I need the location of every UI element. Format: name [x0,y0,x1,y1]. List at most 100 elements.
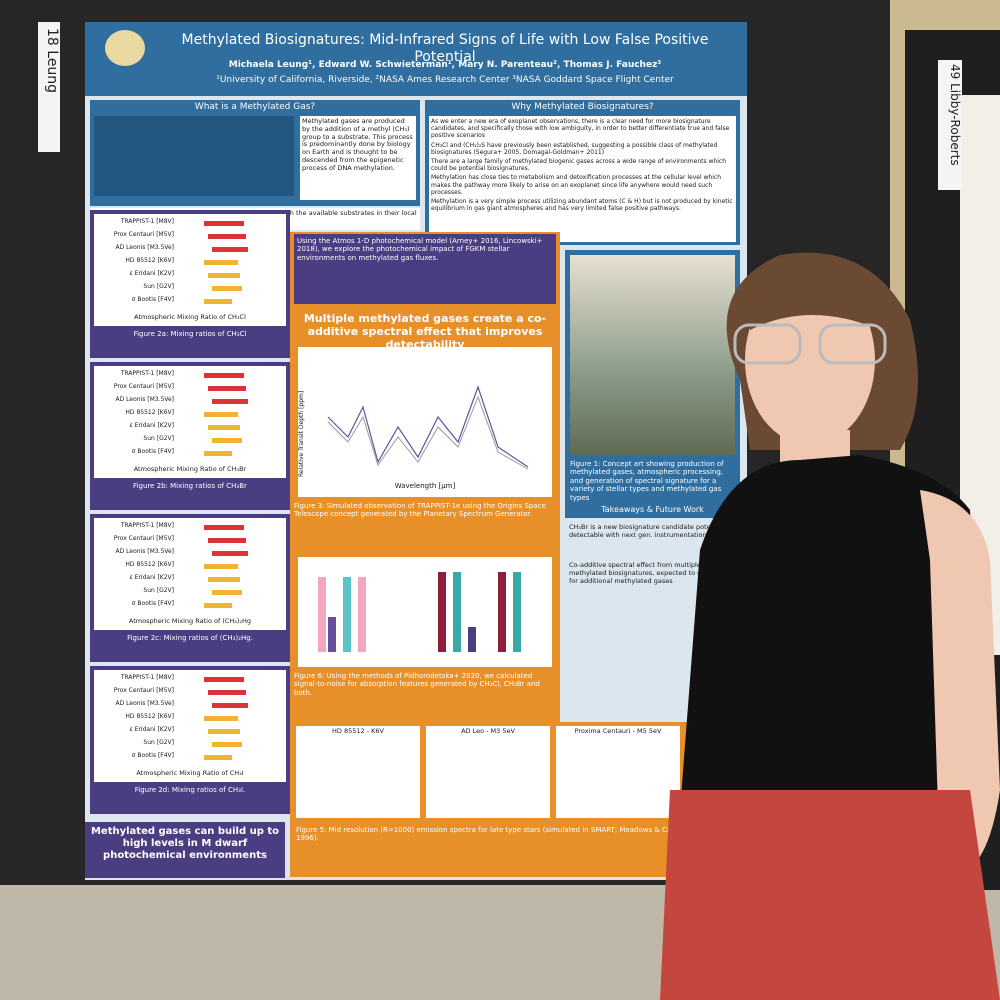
caption: Figure 2c: Mixing ratios of (CH₃)₂Hg. [127,634,253,642]
bullet: Methylation is a very simple process uti… [431,197,733,213]
range-bar [208,386,246,391]
heading: Multiple methylated gases create a co-ad… [303,312,547,352]
star-label: Prox Centauri [M5V] [113,231,174,238]
range-bar [212,742,242,747]
range-bar [204,373,244,378]
plot: TRAPPIST-1 [M8V] Prox Centauri [M5V] AD Le… [94,366,286,478]
bullet: Methylation has close ties to metabolism… [431,174,722,196]
spectrum-line [327,385,529,468]
axis-label: Atmospheric Mixing Ratio of CH₃I [136,770,244,777]
heading: Why Methylated Biosignatures? [511,102,654,112]
range-bar [204,451,232,456]
x-axis-label: Wavelength [μm] [394,482,456,490]
board-label: 49 Libby-Roberts [938,60,962,190]
spectrum-plot [327,385,529,470]
caption: Figure 2a: Mixing ratios of CH₃Cl [133,330,247,338]
range-bar [208,538,246,543]
range-bar [204,260,238,265]
figure-5-box: HD 85512 - K6V AD Leo - M3 5eV Proxima Cen… [290,722,690,877]
star-label: Sun [G2V] [143,435,174,442]
skirt [660,790,1000,1000]
caption: Figure 5: Mid resolution (R=1000) emissi… [296,826,680,843]
mixing-ratio-panel: TRAPPIST-1 [M8V] Prox Centauri [M5V] AD Le… [90,514,290,662]
range-bar [204,716,238,721]
figure-1-box: Figure 1: Concept art showing production… [565,250,740,520]
range-bar [212,590,242,595]
glasses [818,323,887,365]
plot: TRAPPIST-1 [M8V] Prox Centauri [M5V] AD Le… [94,518,286,630]
star-label: ε Eridani [K2V] [129,270,174,277]
range-bar [212,399,248,404]
affiliations: ¹University of California, Riverside, ²N… [216,75,674,85]
star-label: Sun [G2V] [143,739,174,746]
figure-6 [298,557,552,667]
plot: TRAPPIST-1 [M8V] Prox Centauri [M5V] AD Le… [94,214,286,326]
caption: Figure 2d: Mixing ratios of CH₃I. [134,786,246,794]
star-label: ε Eridani [K2V] [129,574,174,581]
axis-label: Atmospheric Mixing Ratio of CH₃Cl [134,314,246,321]
mixing-ratio-panel: TRAPPIST-1 [M8V] Prox Centauri [M5V] AD Le… [90,666,290,814]
authors: Michaela Leung¹, Edward W. Schwieterman¹… [228,60,662,70]
range-bar [208,577,240,582]
logo [105,30,145,66]
range-bar [208,729,240,734]
caption: Figure 1: Concept art showing production… [570,460,724,502]
range-bar [204,525,244,530]
takeaway: Co-additive spectral effect from multipl… [569,562,726,585]
bottom-heading: Methylated gases can build up to high le… [85,822,285,878]
star-label: σ Bootis [F4V] [131,752,174,759]
title: Methylated Biosignatures: Mid-Infrared S… [181,32,709,65]
text: Methylated gases are produced by the add… [300,116,416,200]
star-label: TRAPPIST-1 [M8V] [120,218,174,225]
star-label: HD 85512 [K6V] [125,561,174,568]
takeaway: CH₃Br is a new biosignature candidate po… [569,524,731,539]
poster-header: Methylated Biosignatures: Mid-Infrared S… [85,22,747,96]
person [660,252,1000,1000]
left-box: What is a Methylated Gas? Methylated gas… [90,100,420,206]
star-label: σ Bootis [F4V] [131,296,174,303]
range-bar [212,247,248,252]
board-label: 18 Leung [38,22,60,152]
emission-plot: Proxima Centauri - M5 5eV [556,726,680,818]
figure-3: Wavelength [μm] Relative Transit Depth [… [298,347,552,497]
mixing-ratio-panel: TRAPPIST-1 [M8V] Prox Centauri [M5V] AD Le… [90,210,290,358]
star-label: TRAPPIST-1 [M8V] [120,370,174,377]
range-bar [212,286,242,291]
star-label: Prox Centauri [M5V] [113,535,174,542]
plot: TRAPPIST-1 [M8V] Prox Centauri [M5V] AD Le… [94,670,286,782]
emission-plot: HD 85512 - K6V [296,726,420,818]
caption: Figure 6: Using the methods of Pidhorode… [294,672,540,697]
range-bar [204,603,232,608]
spectrum-line [327,395,529,470]
y-axis-label: Relative Transit Depth [ppm] [298,390,305,477]
emission-plot: AD Leo - M3 5eV [426,726,550,818]
bullet-list: As we enter a new era of exoplanet obser… [429,116,736,242]
star-label: TRAPPIST-1 [M8V] [120,522,174,529]
right-box: Why Methylated Biosignatures? As we ente… [425,100,740,245]
star-label: AD Leonis [M3.5Ve] [115,396,174,403]
star-label: AD Leonis [M3.5Ve] [115,244,174,251]
plot-title: HD 85512 - K6V [332,728,384,735]
bar-plot [318,572,521,652]
range-bar [208,273,240,278]
range-bar [208,234,246,239]
heading: Takeaways & Future Work [565,502,740,518]
arm [920,490,1000,874]
star-label: AD Leonis [M3.5Ve] [115,700,174,707]
top [680,455,985,810]
bullet: As we enter a new era of exoplanet obser… [431,118,730,140]
bullet: CH₃Cl and (CH₃)₂S have previously been e… [431,141,718,156]
star-label: ε Eridani [K2V] [129,422,174,429]
star-label: HD 85512 [K6V] [125,409,174,416]
heading: What is a Methylated Gas? [194,102,316,112]
range-bar [204,677,244,682]
star-label: TRAPPIST-1 [M8V] [120,674,174,681]
bullet: There are a large family of methylated b… [431,157,726,173]
range-bar [204,299,232,304]
range-bar [212,551,248,556]
star-label: HD 85512 [K6V] [125,713,174,720]
plot-title: AD Leo - M3 5eV [461,728,515,735]
caption: Figure 3: Simulated observation of TRAPP… [294,502,546,519]
bangs [750,272,880,330]
range-bar [204,755,232,760]
